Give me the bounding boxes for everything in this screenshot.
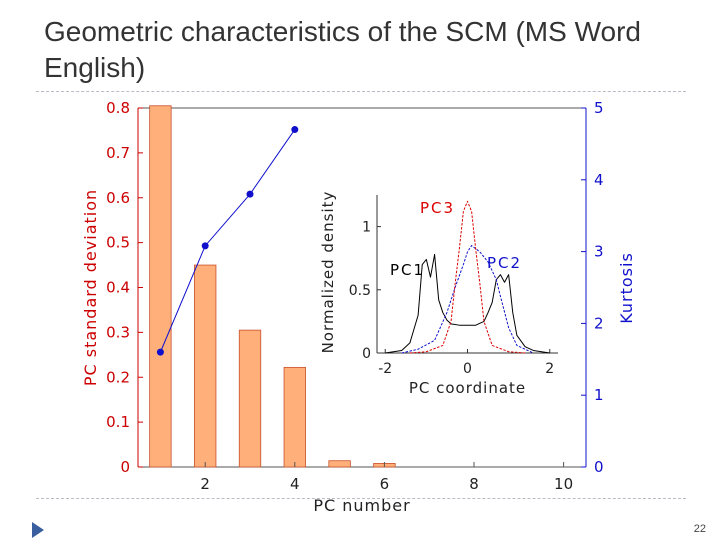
bar-pc-3: [238, 329, 262, 468]
bottom-divider: [36, 498, 686, 499]
left-y-tick-label: 0.2: [106, 368, 130, 386]
slide-title: Geometric characteristics of the SCM (MS…: [44, 16, 641, 83]
page-number: 22: [693, 523, 706, 535]
kurtosis-point-1: [156, 348, 164, 356]
bar-pc-4: [283, 366, 306, 468]
inset-x-tick-label: 0: [463, 361, 472, 377]
kurtosis-line: [159, 129, 296, 353]
left-y-tick-label: 0: [120, 458, 130, 476]
bar-pc-1: [149, 105, 172, 468]
series-label-pc3: PC3: [420, 199, 455, 217]
kurtosis-point-2: [201, 242, 209, 250]
bullet-arrow-icon: [32, 522, 44, 538]
series-label-pc2: PC2: [487, 254, 522, 272]
inset-x-tick-label: -2: [378, 361, 392, 377]
density-line-pc1: [385, 253, 550, 354]
right-y-tick-label: 5: [594, 99, 604, 117]
inset-y-tick-label: 0.5: [349, 283, 371, 299]
x-tick-label: 4: [290, 475, 300, 493]
inset-x-tick-label: 2: [545, 361, 554, 377]
right-y-tick-label: 2: [594, 314, 604, 332]
x-tick-label: 8: [469, 475, 479, 493]
density-line-pc3: [409, 200, 526, 354]
inset-y-tick-label: 0: [362, 346, 371, 362]
kurtosis-point-3: [246, 190, 254, 198]
inset-background: [322, 185, 573, 398]
inset-y-axis-label: Normalized density: [319, 191, 337, 354]
right-y-tick-label: 4: [594, 171, 604, 189]
left-y-tick-label: 0.5: [106, 234, 130, 252]
x-axis-label: PC number: [313, 496, 410, 515]
top-divider: [36, 91, 686, 92]
bar-pc-2: [194, 264, 217, 468]
right-y-axis-label: Kurtosis: [617, 252, 636, 324]
kurtosis-point-4: [291, 126, 299, 134]
density-line-pc2: [401, 245, 534, 354]
right-y-tick-label: 0: [594, 458, 604, 476]
bar-pc-5: [328, 460, 351, 468]
right-y-tick-label: 1: [594, 386, 604, 404]
series-label-pc1: PC1: [390, 261, 425, 279]
inset-x-axis-label: PC coordinate: [409, 379, 526, 397]
left-y-tick-label: 0.7: [106, 144, 130, 162]
x-tick-label: 6: [380, 475, 390, 493]
left-y-axis-label: PC standard deviation: [81, 189, 100, 386]
left-y-tick-label: 0.4: [106, 279, 130, 297]
left-y-tick-label: 0.6: [106, 189, 130, 207]
inset-y-tick-label: 1: [362, 220, 371, 236]
left-y-tick-label: 0.1: [106, 413, 130, 431]
x-tick-label: 10: [554, 475, 573, 493]
right-y-tick-label: 3: [594, 243, 604, 261]
x-tick-label: 2: [200, 475, 210, 493]
left-y-tick-label: 0.8: [106, 99, 130, 117]
left-y-tick-label: 0.3: [106, 323, 130, 341]
